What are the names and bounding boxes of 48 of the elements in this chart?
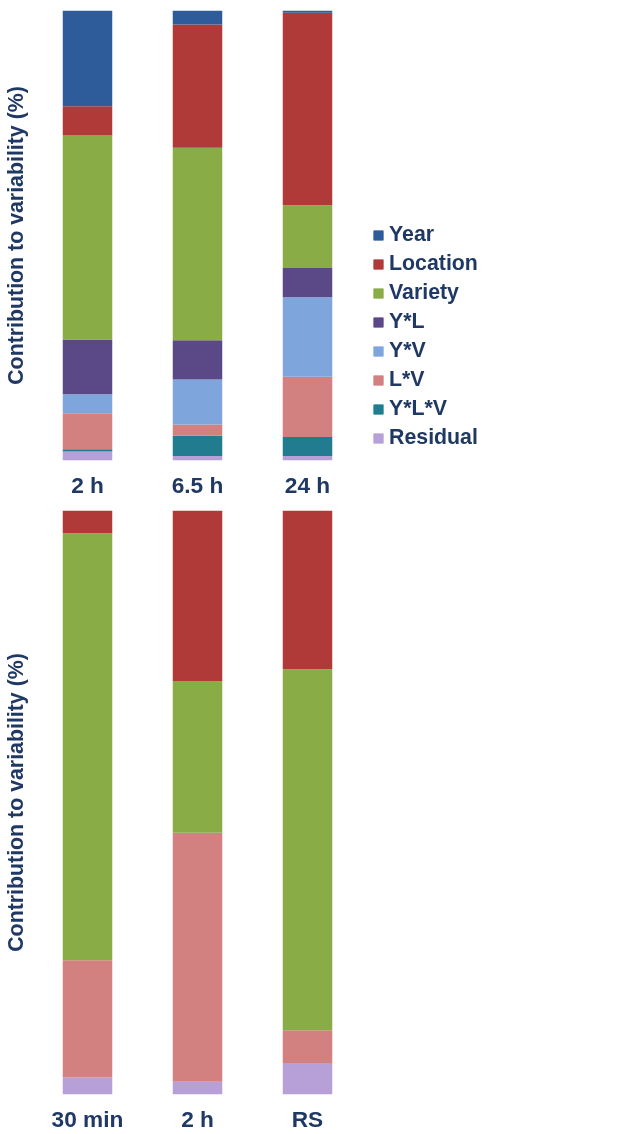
x-tick-label: 30 min — [51, 1105, 124, 1132]
bar — [282, 376, 333, 438]
bar — [62, 135, 113, 340]
bar — [282, 510, 333, 670]
y-axis-title: Contribution to variability (%) — [3, 86, 28, 385]
bar — [282, 205, 333, 268]
x-tick-label: 24 h — [284, 471, 331, 498]
legend-label: Location — [389, 251, 478, 276]
bar — [282, 1030, 333, 1063]
x-tick-label: 2 h — [71, 471, 104, 498]
bar — [172, 10, 223, 25]
legend-label: Y*L*V — [389, 396, 448, 421]
x-tick-label: 6.5 h — [171, 471, 224, 498]
bar — [172, 340, 223, 380]
bar — [62, 449, 113, 452]
legend-label: Residual — [389, 425, 478, 450]
bar — [62, 413, 113, 450]
bar — [172, 24, 223, 148]
bar — [62, 106, 113, 136]
bar — [172, 435, 223, 456]
bar — [62, 533, 113, 961]
y-axis-title: Contribution to variability (%) — [3, 653, 28, 952]
bar — [62, 10, 113, 107]
bar — [282, 297, 333, 377]
bar — [172, 510, 223, 682]
bar — [172, 379, 223, 425]
bar — [62, 394, 113, 414]
bar — [282, 267, 333, 298]
bar — [282, 669, 333, 1031]
bar — [282, 1062, 333, 1095]
bar — [282, 12, 333, 206]
bar — [172, 681, 223, 833]
x-tick-label: 2 h — [181, 1105, 214, 1132]
bar — [172, 424, 223, 436]
bar — [282, 437, 333, 456]
legend-label: Y*V — [389, 338, 426, 363]
bar — [62, 960, 113, 1078]
legend-label: L*V — [389, 367, 425, 392]
bar — [172, 147, 223, 341]
x-tick-label: RS — [291, 1105, 324, 1132]
legend-label: Year — [389, 222, 435, 247]
bar — [62, 339, 113, 395]
bar — [62, 1077, 113, 1095]
bar — [62, 510, 113, 534]
legend-label: Y*L — [389, 309, 425, 334]
legend-label: Variety — [389, 280, 459, 305]
bar — [172, 832, 223, 1082]
bar — [172, 1081, 223, 1095]
